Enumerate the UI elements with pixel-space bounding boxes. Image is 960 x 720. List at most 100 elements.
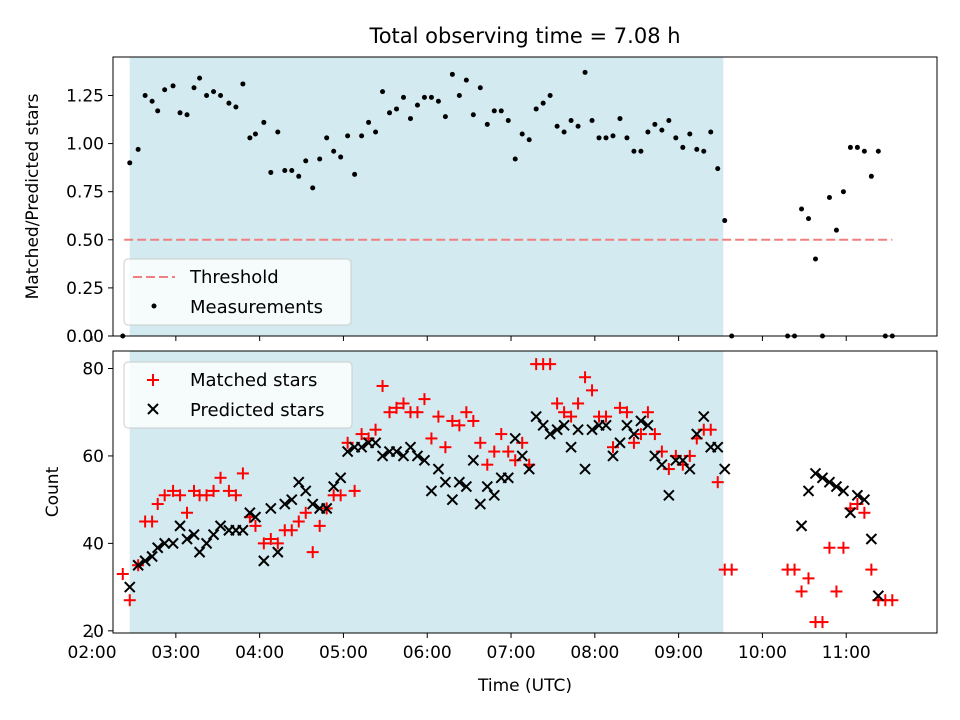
matched-star-point [865,563,878,576]
predicted-star-point [265,502,277,515]
matched-star-point [620,406,633,419]
matched-star-point [830,585,843,598]
predicted-star-point [151,542,164,554]
measurement-point [470,112,476,118]
measurement-point [638,148,644,154]
measurement-point [338,154,344,160]
measurement-point [373,129,379,135]
matched-star-point [411,406,424,419]
measurement-point [442,114,448,120]
predicted-star-point [642,419,654,432]
ratio-y-axis-label: Matched/Predicted stars [23,93,43,299]
predicted-star-point [334,472,347,484]
matched-star-point [711,476,724,489]
predicted-star-point [481,480,493,493]
count-legend: Matched stars Predicted stars [123,361,353,429]
measurement-point [799,206,805,212]
matched-star-point [641,406,654,419]
legend-threshold-label: Threshold [189,267,279,288]
measurement-point [680,144,686,150]
measurement-point [449,71,455,77]
measurement-point [687,131,693,137]
matched-star-point [502,445,515,458]
predicted-star-point [132,559,144,571]
measurement-point [505,117,511,123]
matched-star-point [151,498,164,511]
matched-star-point [495,428,508,441]
measurement-point [247,135,253,141]
predicted-star-point [719,463,731,475]
measurement-point [477,85,483,91]
predicted-star-point [802,485,815,497]
ratio-panel: 0.00 0.25 0.50 0.75 1.00 1.25 Matched/Predict… [23,56,938,347]
matched-star-point [299,506,312,519]
predicted-star-point [677,454,689,467]
matched-star-point [432,410,445,423]
measurement-point [526,137,532,143]
measurement-point [568,117,574,123]
legend-measurements-label: Measurements [190,297,323,318]
measurement-point [582,69,588,75]
measurement-point [875,148,881,154]
predicted-star-point [607,450,619,462]
measurement-point [435,98,441,104]
measurement-point [177,110,183,116]
predicted-star-point [656,458,668,471]
matched-star-point [249,519,262,532]
measurement-point [456,92,462,98]
predicted-star-point [460,480,473,493]
y-tick-label: 40 [82,534,104,554]
matched-star-point [257,537,270,550]
matched-star-point [725,563,738,576]
measurement-point [540,100,546,106]
ratio-x-ticks [91,336,847,341]
measurement-point [561,129,567,135]
measurement-point [603,135,609,141]
measurement-point [806,216,812,222]
y-tick-label: 1.25 [66,86,104,106]
measurement-point [204,92,210,98]
matched-star-point [474,436,487,449]
predicted-star-point [823,476,836,488]
predicted-star-point [300,485,312,497]
y-tick-label: 60 [82,447,104,467]
matched-star-point [158,489,171,502]
measurement-point [226,100,232,106]
measurement-point [547,92,553,98]
ratio-y-ticks: 0.00 0.25 0.50 0.75 1.00 1.25 [66,86,113,347]
measurement-point [331,148,337,154]
x-tick-label: 11:00 [822,643,871,663]
measurement-point [268,169,274,175]
measurement-point [289,168,295,174]
measurement-point [631,148,637,154]
predicted-star-point [537,419,549,432]
measurement-point [554,123,560,129]
predicted-star-point [411,450,424,462]
measurement-point [833,227,839,233]
measurement-point [282,168,288,174]
predicted-star-point [635,415,647,427]
measurement-point [142,92,148,98]
matched-star-point [313,519,326,532]
predicted-star-point [474,498,487,510]
count-predicted-points [124,410,885,602]
predicted-star-point [684,463,696,475]
predicted-star-point [565,441,577,453]
measurement-point [463,77,469,83]
matched-star-point [334,489,347,502]
measurement-point [589,117,595,123]
matched-star-point [214,471,227,484]
matched-star-point [229,489,242,502]
matched-star-point [200,489,213,502]
ratio-plot-frame [112,56,938,337]
measurement-point [722,218,728,224]
measurement-point [708,129,714,135]
predicted-star-point [830,480,843,493]
measurement-point [701,148,707,154]
chart-title: Total observing time = 7.08 h [368,24,680,48]
matched-star-point [795,585,808,598]
x-tick-label: 05:00 [319,643,368,663]
ratio-measurement-points [120,69,895,339]
measurement-point [394,106,400,112]
predicted-star-point [369,437,382,449]
